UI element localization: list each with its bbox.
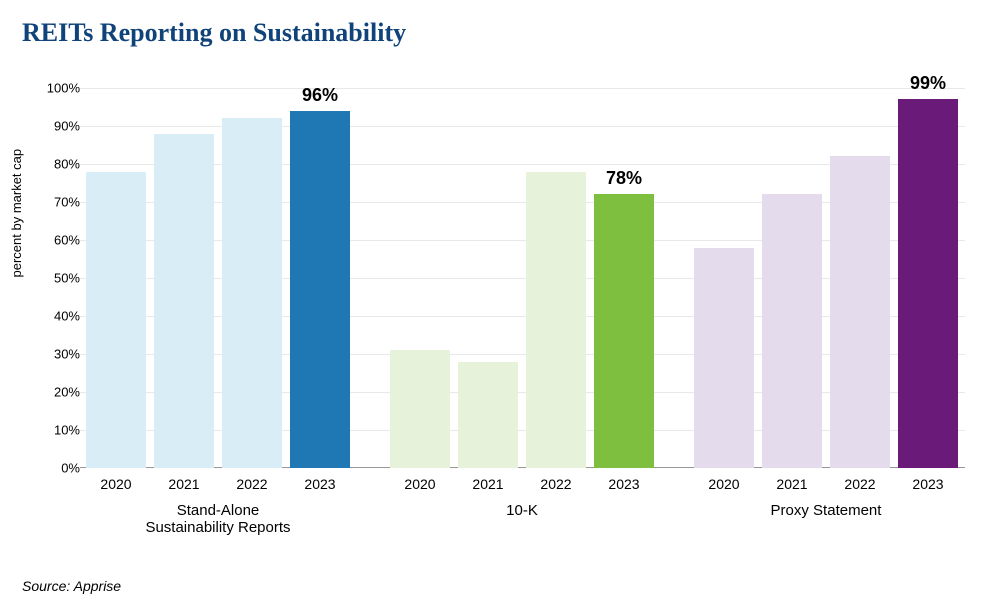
bar (86, 172, 146, 468)
x-tick: 2023 (912, 476, 943, 492)
bar (154, 134, 214, 468)
x-tick: 2020 (404, 476, 435, 492)
x-tick: 2021 (776, 476, 807, 492)
group-label: 10-K (412, 502, 632, 519)
bar (762, 194, 822, 468)
bar (594, 194, 654, 468)
y-tick: 50% (40, 271, 80, 286)
y-tick: 70% (40, 195, 80, 210)
bar (694, 248, 754, 468)
group-label: Stand-AloneSustainability Reports (108, 502, 328, 536)
chart-title: REITs Reporting on Sustainability (22, 18, 406, 48)
x-tick: 2020 (708, 476, 739, 492)
x-tick: 2023 (608, 476, 639, 492)
x-tick: 2020 (100, 476, 131, 492)
bar (290, 111, 350, 468)
y-tick: 90% (40, 119, 80, 134)
bar-callout: 78% (606, 168, 642, 189)
y-tick: 30% (40, 347, 80, 362)
x-tick: 2022 (540, 476, 571, 492)
source-text: Source: Apprise (22, 578, 121, 594)
bar (458, 362, 518, 468)
x-tick: 2022 (844, 476, 875, 492)
y-tick: 100% (40, 81, 80, 96)
x-tick: 2023 (304, 476, 335, 492)
bar (390, 350, 450, 468)
bar (830, 156, 890, 468)
group-label: Proxy Statement (716, 502, 936, 519)
bar (526, 172, 586, 468)
bar-callout: 99% (910, 73, 946, 94)
y-axis-label: percent by market cap (9, 149, 24, 278)
bar (222, 118, 282, 468)
x-tick: 2021 (168, 476, 199, 492)
y-tick: 10% (40, 423, 80, 438)
bar (898, 99, 958, 468)
y-tick: 80% (40, 157, 80, 172)
bar-callout: 96% (302, 85, 338, 106)
y-axis-ticks: 0%10%20%30%40%50%60%70%80%90%100% (40, 88, 80, 468)
x-tick: 2022 (236, 476, 267, 492)
y-tick: 0% (40, 461, 80, 476)
chart-area: 202020212022202396%Stand-AloneSustainabi… (80, 88, 965, 468)
y-tick: 40% (40, 309, 80, 324)
y-tick: 60% (40, 233, 80, 248)
x-tick: 2021 (472, 476, 503, 492)
y-tick: 20% (40, 385, 80, 400)
